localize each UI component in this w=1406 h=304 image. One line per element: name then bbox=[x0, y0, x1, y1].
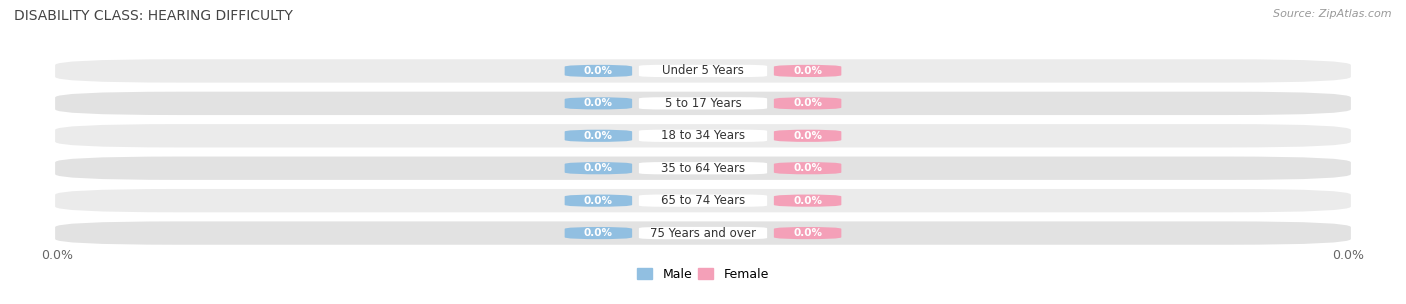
FancyBboxPatch shape bbox=[638, 97, 768, 109]
FancyBboxPatch shape bbox=[773, 130, 841, 142]
FancyBboxPatch shape bbox=[773, 227, 841, 239]
FancyBboxPatch shape bbox=[638, 227, 768, 239]
FancyBboxPatch shape bbox=[565, 65, 633, 77]
FancyBboxPatch shape bbox=[565, 227, 633, 239]
Text: 0.0%: 0.0% bbox=[793, 66, 823, 76]
Text: 0.0%: 0.0% bbox=[42, 249, 73, 262]
Text: 18 to 34 Years: 18 to 34 Years bbox=[661, 129, 745, 142]
Text: 5 to 17 Years: 5 to 17 Years bbox=[665, 97, 741, 110]
FancyBboxPatch shape bbox=[773, 97, 841, 109]
FancyBboxPatch shape bbox=[55, 221, 1351, 245]
Text: 0.0%: 0.0% bbox=[793, 196, 823, 206]
FancyBboxPatch shape bbox=[55, 59, 1351, 83]
FancyBboxPatch shape bbox=[565, 195, 633, 207]
Text: DISABILITY CLASS: HEARING DIFFICULTY: DISABILITY CLASS: HEARING DIFFICULTY bbox=[14, 9, 292, 23]
Text: Source: ZipAtlas.com: Source: ZipAtlas.com bbox=[1274, 9, 1392, 19]
Text: 0.0%: 0.0% bbox=[1333, 249, 1364, 262]
FancyBboxPatch shape bbox=[55, 189, 1351, 212]
Legend: Male, Female: Male, Female bbox=[633, 263, 773, 286]
Text: 0.0%: 0.0% bbox=[793, 163, 823, 173]
FancyBboxPatch shape bbox=[55, 92, 1351, 115]
FancyBboxPatch shape bbox=[55, 157, 1351, 180]
Text: 0.0%: 0.0% bbox=[793, 131, 823, 141]
Text: 0.0%: 0.0% bbox=[583, 131, 613, 141]
Text: 0.0%: 0.0% bbox=[583, 66, 613, 76]
FancyBboxPatch shape bbox=[773, 162, 841, 174]
Text: 0.0%: 0.0% bbox=[793, 228, 823, 238]
Text: 75 Years and over: 75 Years and over bbox=[650, 226, 756, 240]
Text: 0.0%: 0.0% bbox=[583, 196, 613, 206]
FancyBboxPatch shape bbox=[638, 195, 768, 207]
Text: 35 to 64 Years: 35 to 64 Years bbox=[661, 162, 745, 175]
FancyBboxPatch shape bbox=[638, 130, 768, 142]
Text: 65 to 74 Years: 65 to 74 Years bbox=[661, 194, 745, 207]
FancyBboxPatch shape bbox=[565, 130, 633, 142]
FancyBboxPatch shape bbox=[55, 124, 1351, 147]
Text: 0.0%: 0.0% bbox=[793, 98, 823, 108]
FancyBboxPatch shape bbox=[638, 162, 768, 174]
FancyBboxPatch shape bbox=[638, 65, 768, 77]
Text: 0.0%: 0.0% bbox=[583, 228, 613, 238]
Text: 0.0%: 0.0% bbox=[583, 98, 613, 108]
FancyBboxPatch shape bbox=[773, 65, 841, 77]
Text: 0.0%: 0.0% bbox=[583, 163, 613, 173]
Text: Under 5 Years: Under 5 Years bbox=[662, 64, 744, 78]
FancyBboxPatch shape bbox=[773, 195, 841, 207]
FancyBboxPatch shape bbox=[565, 97, 633, 109]
FancyBboxPatch shape bbox=[565, 162, 633, 174]
